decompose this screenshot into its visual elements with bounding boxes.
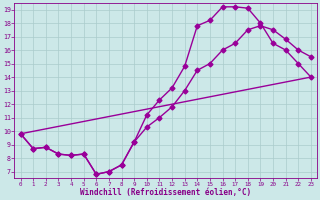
X-axis label: Windchill (Refroidissement éolien,°C): Windchill (Refroidissement éolien,°C) <box>80 188 251 197</box>
